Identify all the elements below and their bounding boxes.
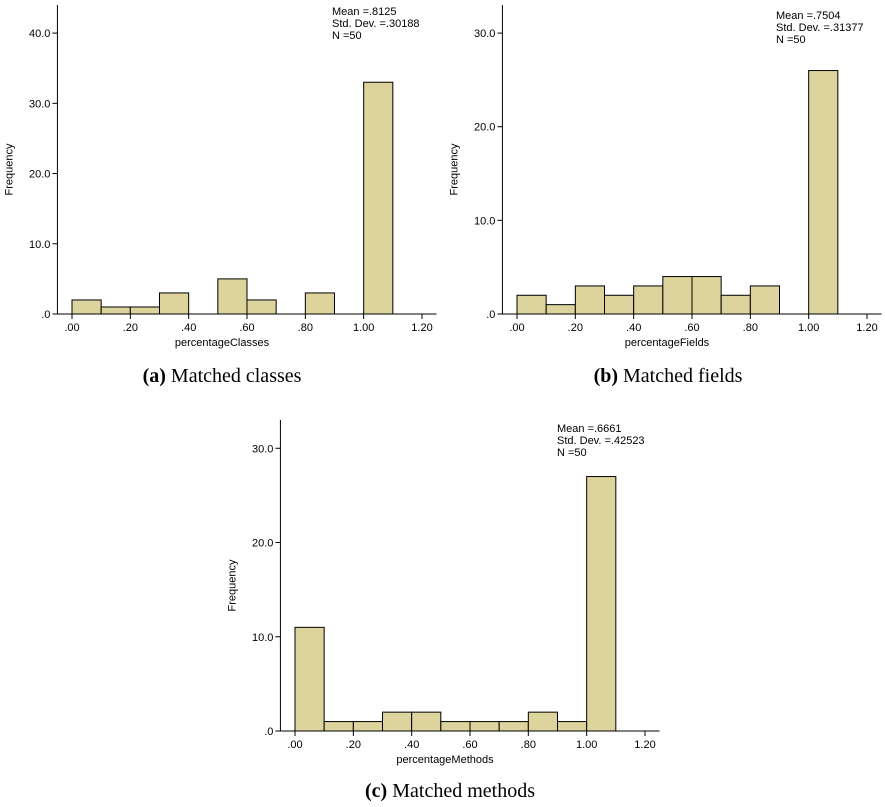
y-tick-label-a-4: 40.0 xyxy=(29,28,50,40)
bar-c-0 xyxy=(294,626,325,732)
stats-line-b-2: N =50 xyxy=(776,34,806,46)
bar-c-7 xyxy=(498,721,529,732)
bar-c-6 xyxy=(469,721,500,732)
y-tick-label-c-3: 30.0 xyxy=(252,443,273,455)
y-axis-label-b: Frequency xyxy=(448,143,460,195)
y-tick-label-b-0: .0 xyxy=(486,309,495,321)
stats-line-a-1: Std. Dev. =.30188 xyxy=(332,18,420,30)
x-tick-label-b-5: 1.00 xyxy=(798,322,819,334)
bar-c-8 xyxy=(527,711,558,732)
bar-a-7 xyxy=(363,81,394,315)
x-tick-label-a-0: .00 xyxy=(64,322,79,334)
y-tick-label-a-2: 20.0 xyxy=(29,169,50,181)
x-tick-label-a-3: .60 xyxy=(239,322,254,334)
bar-c-4 xyxy=(411,711,442,732)
y-tick-label-b-3: 30.0 xyxy=(474,28,495,40)
y-tick-label-b-1: 10.0 xyxy=(474,215,495,227)
x-tick-label-c-5: 1.00 xyxy=(576,739,597,751)
y-tick-label-a-0: .0 xyxy=(41,309,50,321)
caption-b: (b) Matched fields xyxy=(594,365,743,388)
caption-b-text: Matched fields xyxy=(623,365,743,387)
x-axis-label-a: percentageClasses xyxy=(175,337,270,349)
x-axis-label-b: percentageFields xyxy=(625,337,710,349)
bar-c-1 xyxy=(323,721,354,732)
bar-c-9 xyxy=(557,721,588,732)
caption-c-tag: (c) xyxy=(365,780,388,802)
caption-a-tag: (a) xyxy=(142,365,166,387)
x-tick-label-c-0: .00 xyxy=(287,739,302,751)
bar-b-2 xyxy=(574,285,605,315)
stats-line-a-2: N =50 xyxy=(332,30,362,42)
x-tick-label-b-2: .40 xyxy=(626,322,641,334)
x-tick-label-b-3: .60 xyxy=(684,322,699,334)
y-tick-label-c-2: 20.0 xyxy=(252,538,273,550)
stats-line-c-2: N =50 xyxy=(557,447,587,459)
x-tick-label-a-6: 1.20 xyxy=(411,322,432,334)
y-tick-label-a-3: 30.0 xyxy=(29,98,50,110)
x-tick-label-c-1: .20 xyxy=(346,739,361,751)
x-tick-label-b-6: 1.20 xyxy=(856,322,877,334)
stats-line-a-0: Mean =.8125 xyxy=(332,6,397,18)
caption-b-tag: (b) xyxy=(593,365,619,387)
x-tick-label-c-4: .80 xyxy=(521,739,536,751)
y-tick-label-c-1: 10.0 xyxy=(252,632,273,644)
x-tick-label-b-1: .20 xyxy=(568,322,583,334)
y-axis-label-a: Frequency xyxy=(3,143,15,195)
stats-line-b-0: Mean =.7504 xyxy=(776,10,841,22)
x-axis-label-c: percentageMethods xyxy=(396,754,494,766)
stats-line-c-0: Mean =.6661 xyxy=(557,423,622,435)
bar-b-5 xyxy=(662,276,693,315)
x-tick-label-c-3: .60 xyxy=(462,739,477,751)
x-tick-label-b-4: .80 xyxy=(743,322,758,334)
stats-line-c-1: Std. Dev. =.42523 xyxy=(557,435,645,447)
caption-c-text: Matched methods xyxy=(392,780,535,802)
y-axis-label-c: Frequency xyxy=(226,559,238,611)
caption-a-text: Matched classes xyxy=(170,365,302,387)
bar-c-3 xyxy=(382,711,413,732)
x-tick-label-a-4: .80 xyxy=(298,322,313,334)
bar-c-10 xyxy=(586,476,617,732)
bar-b-9 xyxy=(808,70,839,315)
y-tick-label-b-2: 20.0 xyxy=(474,122,495,134)
x-tick-label-a-2: .40 xyxy=(181,322,196,334)
x-tick-label-a-5: 1.00 xyxy=(353,322,374,334)
y-tick-label-a-1: 10.0 xyxy=(29,239,50,251)
y-tick-label-c-0: .0 xyxy=(264,726,273,738)
bar-b-4 xyxy=(633,285,664,315)
bar-c-2 xyxy=(352,721,384,732)
bar-c-5 xyxy=(440,721,471,732)
x-tick-label-c-6: 1.20 xyxy=(634,739,655,751)
caption-a: (a) Matched classes xyxy=(143,365,302,388)
stats-line-b-1: Std. Dev. =.31377 xyxy=(776,22,864,34)
x-tick-label-b-0: .00 xyxy=(509,322,524,334)
caption-c: (c) Matched methods xyxy=(365,780,535,803)
x-tick-label-a-1: .20 xyxy=(123,322,138,334)
bar-b-8 xyxy=(749,285,780,315)
x-tick-label-c-2: .40 xyxy=(404,739,419,751)
